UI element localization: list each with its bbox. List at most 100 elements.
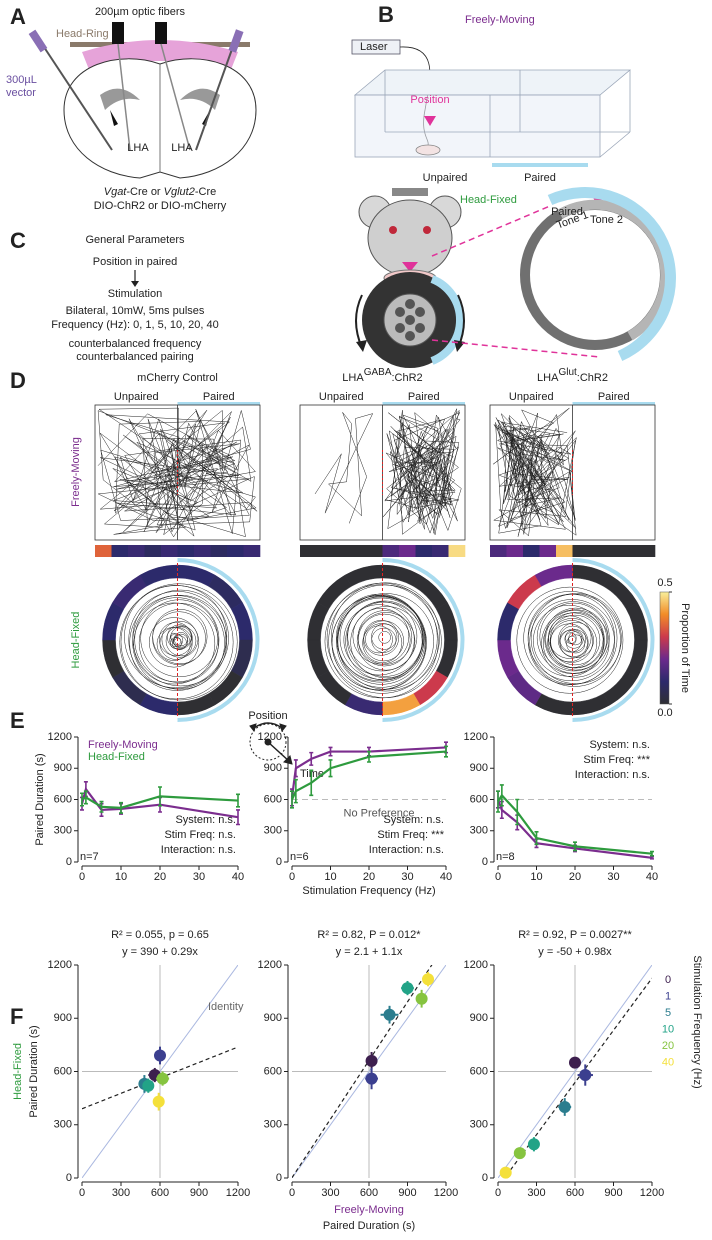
title-part: :ChR2 (577, 372, 608, 384)
trajectory (133, 602, 216, 685)
chart-subtitle: y = 390 + 0.29x (122, 946, 198, 958)
panel-label: B (378, 2, 394, 27)
error-bar (83, 790, 88, 805)
ring-cell (317, 574, 352, 610)
ring-cell (413, 574, 448, 610)
ring-cell (603, 670, 638, 706)
trajectory (120, 583, 238, 701)
y-tick-label: 600 (470, 793, 488, 805)
trajectory (542, 612, 604, 674)
heat-cell (161, 545, 178, 557)
y-tick-label: 1200 (464, 959, 488, 971)
x-tick-label: 1200 (226, 1187, 250, 1199)
ring-cell (317, 670, 352, 706)
heat-cell (523, 545, 540, 557)
y-tick-label: 300 (470, 825, 488, 837)
x-tick-label: 40 (232, 871, 244, 883)
heat-cell (243, 545, 261, 557)
heat-cell (539, 545, 557, 557)
y-tick-label: 300 (470, 1119, 488, 1131)
error-bar (515, 798, 520, 826)
point (422, 973, 435, 986)
ring-cell (507, 574, 542, 610)
trajectory (337, 596, 426, 685)
panel-label: A (10, 4, 26, 29)
y-tick-label: 900 (54, 762, 72, 774)
point (156, 1072, 169, 1085)
n-label: n=6 (290, 851, 309, 863)
caption-part: -Cre or (126, 186, 163, 198)
heat-cell (194, 545, 211, 557)
label: Paired (524, 172, 556, 184)
column-title: LHAGlut:ChR2 (537, 367, 608, 384)
x-tick-label: 10 (115, 871, 127, 883)
heat-cell (177, 545, 195, 557)
trajectory (169, 637, 182, 649)
trajectory (161, 620, 199, 658)
trajectory (565, 632, 577, 644)
caption-part: -Cre (195, 186, 216, 198)
point (142, 1079, 155, 1092)
point (527, 1138, 540, 1151)
error-bar (309, 769, 314, 797)
x-tick-label: 0 (289, 1187, 295, 1199)
x-tick-label: 300 (527, 1187, 545, 1199)
title-part: :ChR2 (392, 372, 423, 384)
heat-cell (572, 545, 590, 557)
x-tick-label: 0 (79, 871, 85, 883)
annotation: 300µL (6, 74, 37, 86)
point (558, 1101, 571, 1113)
error-bar (534, 830, 539, 846)
x-tick-label: 0 (289, 871, 295, 883)
trajectory (544, 607, 607, 671)
heat-cell (415, 545, 433, 557)
arena-schematic (351, 39, 632, 167)
stat-text: Interaction: n.s. (575, 769, 650, 781)
annotation: Head-Ring (56, 28, 109, 40)
x-axis-label: Stimulation Frequency (Hz) (302, 885, 435, 897)
stat-text: Stim Freq: *** (377, 829, 444, 841)
trajectory (382, 408, 462, 535)
region-label: LHA (171, 142, 193, 154)
y-tick-label: 900 (470, 762, 488, 774)
title-part: LHA (537, 372, 559, 384)
legend-entry: 1 (665, 990, 671, 1002)
trajectory (324, 584, 439, 699)
heat-cell (128, 545, 145, 557)
heat-cell (589, 545, 606, 557)
annotation: Identity (208, 1001, 244, 1013)
flow-arrow (131, 270, 139, 287)
chart-title: R² = 0.92, P = 0.0027** (518, 929, 632, 941)
row-label: Freely-Moving (70, 437, 82, 507)
identity-line (498, 965, 652, 1178)
label: Laser (360, 41, 388, 53)
trajectory (365, 625, 393, 654)
trajectory (550, 620, 593, 663)
trajectory (547, 612, 605, 669)
note: counterbalanced pairing (76, 351, 193, 363)
trajectory (559, 628, 588, 657)
point (365, 1072, 378, 1085)
y-tick-label: 900 (264, 1012, 282, 1024)
paired-arc (572, 558, 655, 722)
ring-cell (497, 602, 520, 641)
colorbar-title: Proportion of Time (679, 603, 691, 693)
y-tick-label: 1200 (258, 959, 282, 971)
x-tick-label: 600 (360, 1187, 378, 1199)
trajectory (529, 599, 615, 685)
legend-label: Position (248, 710, 287, 722)
x-tick-label: 600 (151, 1187, 169, 1199)
point (513, 1147, 526, 1160)
x-axis-label: Paired Duration (s) (323, 1220, 415, 1232)
trajectory (533, 604, 605, 677)
y-tick-label: 1200 (48, 731, 72, 743)
y-axis-label: Head-Fixed (12, 1043, 24, 1100)
heat-cell (300, 545, 317, 557)
legend-entry: 0 (665, 974, 671, 986)
brain-schematic (28, 22, 257, 179)
heading: Head-Fixed (460, 194, 517, 206)
plot-area (82, 965, 238, 1178)
ring-cell (139, 693, 178, 716)
chart-subtitle: y = -50 + 0.98x (538, 946, 612, 958)
